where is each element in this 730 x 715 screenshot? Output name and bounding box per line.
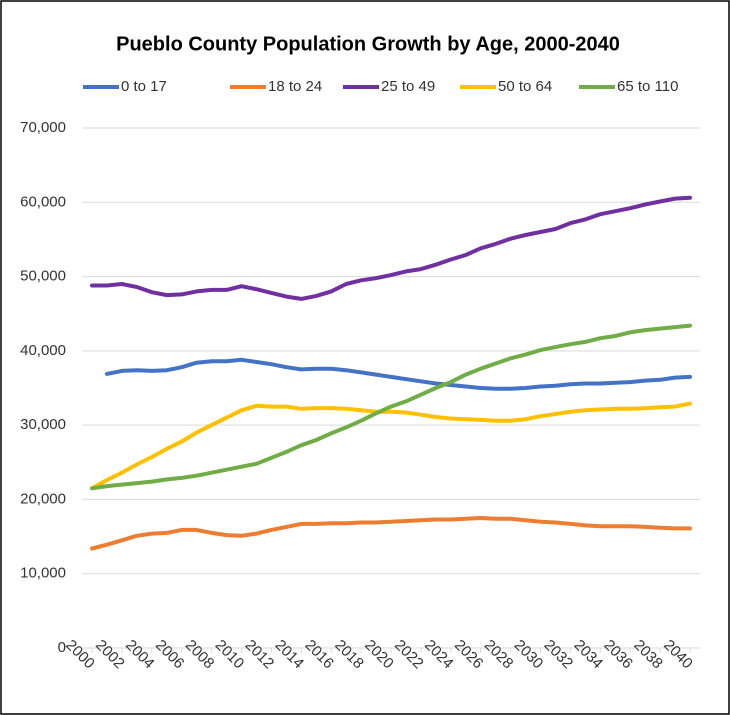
series-line bbox=[105, 357, 692, 391]
legend-label: 0 to 17 bbox=[121, 78, 167, 95]
series-line bbox=[90, 195, 692, 301]
legend-label: 65 to 110 bbox=[617, 78, 678, 95]
series-line bbox=[90, 323, 692, 491]
legend-label: 50 to 64 bbox=[498, 78, 552, 95]
y-tick-label: 10,000 bbox=[20, 565, 66, 582]
y-tick-label: 20,000 bbox=[20, 490, 66, 507]
y-tick-label: 50,000 bbox=[20, 268, 66, 285]
y-tick-label: 60,000 bbox=[20, 193, 66, 210]
legend-label: 18 to 24 bbox=[268, 78, 322, 95]
series-line bbox=[90, 516, 692, 551]
y-tick-label: 40,000 bbox=[20, 342, 66, 359]
y-tick-label: 30,000 bbox=[20, 416, 66, 433]
y-tick-label: 70,000 bbox=[20, 119, 66, 136]
chart-title: Pueblo County Population Growth by Age, … bbox=[116, 33, 620, 55]
legend-label: 25 to 49 bbox=[381, 78, 435, 95]
series-line bbox=[90, 401, 692, 491]
y-tick-label: 0 bbox=[58, 639, 66, 656]
